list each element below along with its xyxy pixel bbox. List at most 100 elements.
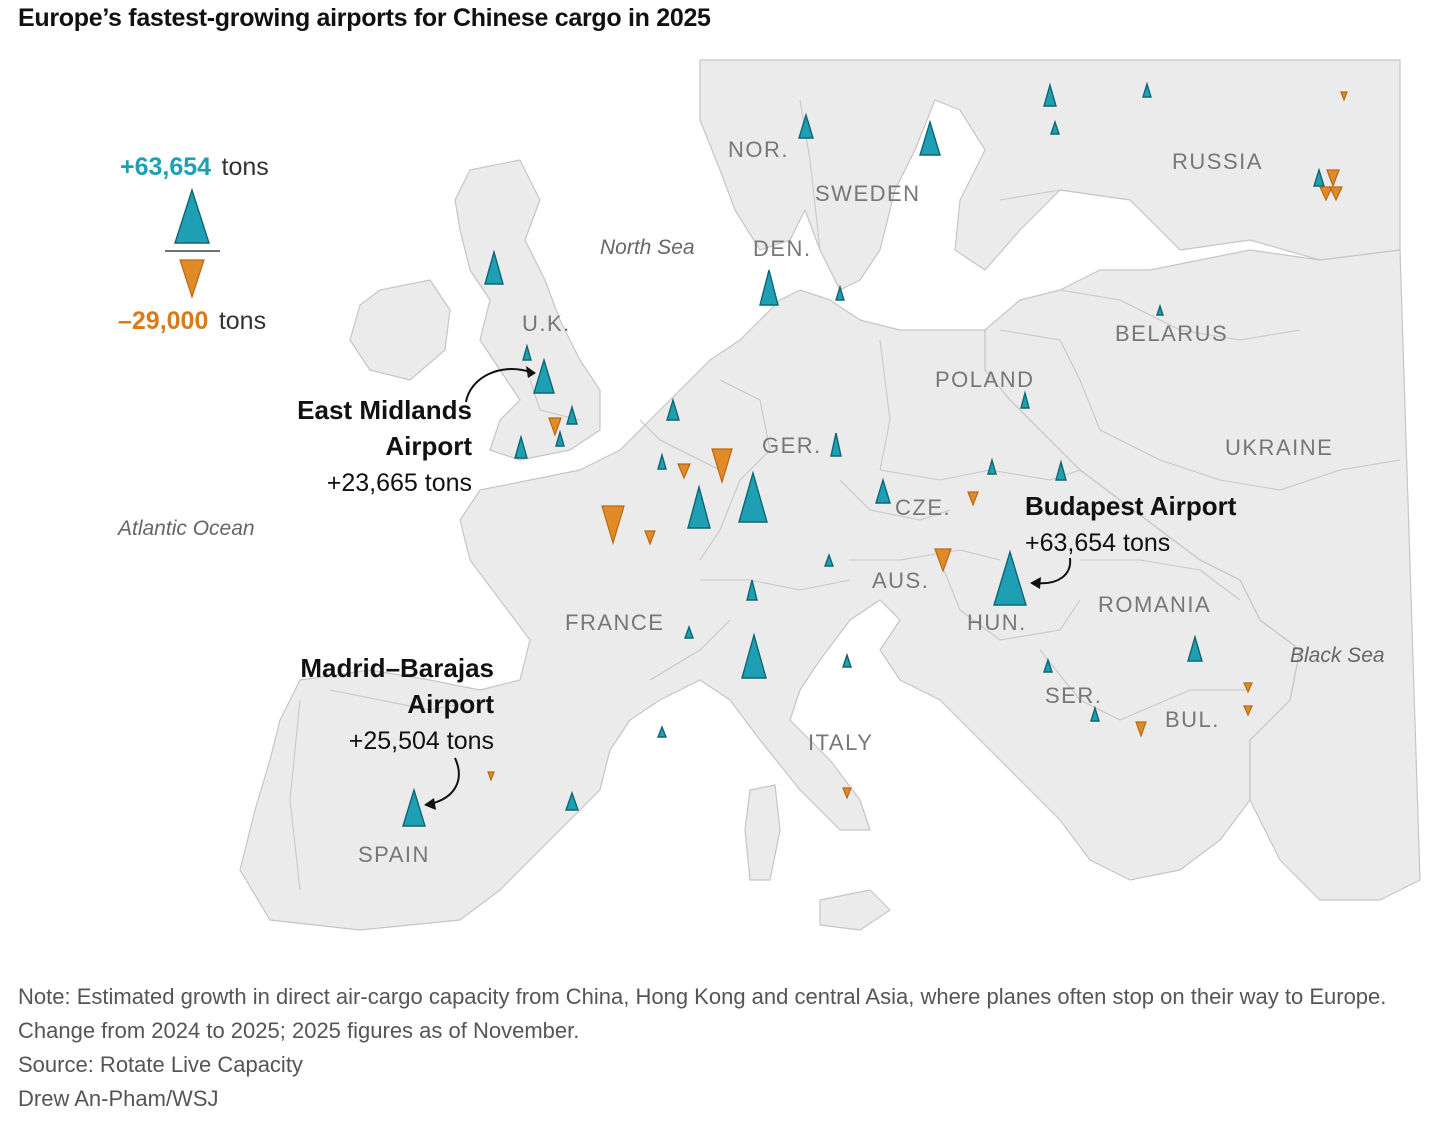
marker-vienna (934, 548, 952, 573)
marker-stockholm (919, 119, 941, 156)
legend-max-value: +63,654 (120, 153, 211, 181)
marker-liege (687, 484, 711, 529)
legend-up-triangle (174, 187, 210, 244)
marker-small-down (548, 417, 562, 437)
callout-madrid: Madrid–Barajas Airport +25,504 tons (300, 653, 494, 810)
marker-small-down (1243, 682, 1253, 694)
marker-small (1313, 167, 1325, 187)
marker-small-down (1340, 91, 1348, 102)
marker-small (830, 432, 842, 457)
sea-labels: North Sea Atlantic Ocean Black Sea (116, 236, 1385, 667)
marker-prague (875, 477, 891, 504)
land-masses (239, 59, 1421, 931)
chart-title: Europe’s fastest-growing airports for Ch… (18, 4, 711, 32)
marker-frankfurt (738, 470, 768, 523)
marker-small-down (644, 530, 656, 546)
callout-madrid-value: +25,504 tons (349, 727, 494, 755)
marker-glasgow (484, 249, 504, 285)
marker-luxembourg (711, 448, 733, 485)
marker-small (666, 397, 680, 421)
label-czechia: CZE. (895, 495, 951, 520)
marker-small-down (967, 491, 979, 507)
legend-min: –29,000 tons (118, 307, 266, 335)
label-black-sea: Black Sea (1290, 644, 1385, 667)
land-central-europe (239, 289, 1301, 931)
label-poland: POLAND (935, 367, 1034, 392)
marker-small-down (1243, 705, 1253, 717)
footer-source: Source: Rotate Live Capacity (18, 1052, 303, 1077)
label-belarus: BELARUS (1115, 321, 1228, 346)
callout-east-midlands-name1: East Midlands (297, 395, 472, 425)
label-serbia: SER. (1045, 683, 1102, 708)
marker-madrid (402, 787, 426, 827)
callout-madrid-arrow (429, 757, 460, 805)
marker-bucharest (1187, 634, 1203, 662)
marker-small (835, 284, 845, 301)
europe-map: NOR. SWEDEN RUSSIA DEN. U.K. BELARUS POL… (116, 59, 1421, 931)
marker-helsinki (1043, 82, 1057, 107)
label-sweden: SWEDEN (815, 181, 921, 206)
marker-small (1090, 705, 1100, 722)
marker-oslo (798, 112, 814, 139)
callout-east-midlands-value: +23,665 tons (327, 469, 472, 497)
legend: +63,654 tons –29,000 tons (118, 153, 269, 335)
label-denmark: DEN. (753, 236, 812, 261)
callout-east-midlands-arrow (465, 367, 531, 403)
label-russia: RUSSIA (1172, 149, 1263, 174)
marker-small (1050, 119, 1060, 135)
label-france: FRANCE (565, 610, 664, 635)
label-hungary: HUN. (967, 610, 1027, 635)
marker-small (514, 434, 528, 459)
marker-small (522, 343, 532, 361)
marker-east-midlands (533, 357, 555, 394)
legend-down-triangle (179, 259, 205, 299)
marker-small (824, 552, 834, 567)
marker-small-down (487, 771, 495, 782)
marker-small-down (677, 463, 691, 480)
marker-small-down (842, 787, 852, 800)
label-ukraine: UKRAINE (1225, 435, 1333, 460)
marker-small (987, 457, 997, 475)
footer-credit: Drew An-Pham/WSJ (18, 1086, 219, 1111)
label-atlantic-ocean: Atlantic Ocean (116, 517, 255, 540)
footer-note: Note: Estimated growth in direct air-car… (18, 984, 1387, 1043)
callout-madrid-name1: Madrid–Barajas (300, 653, 494, 683)
marker-small (842, 652, 852, 668)
callout-budapest-value: +63,654 tons (1025, 529, 1170, 557)
land-scandinavia (699, 59, 1401, 291)
marker-small-down (1329, 186, 1343, 202)
callout-east-midlands-name2: Airport (385, 431, 472, 461)
marker-moscow (1326, 169, 1340, 188)
land-sardinia (744, 784, 781, 881)
callout-madrid-name2: Airport (407, 689, 494, 719)
marker-small (746, 579, 758, 601)
airport-markers (402, 81, 1348, 827)
callout-budapest: Budapest Airport +63,654 tons (1025, 491, 1237, 589)
label-bulgaria: BUL. (1165, 707, 1220, 732)
label-austria: AUS. (872, 568, 929, 593)
marker-small (565, 790, 579, 811)
marker-milan (741, 632, 767, 679)
marker-paris-cdg (601, 505, 625, 546)
marker-small (656, 725, 668, 738)
legend-min-value: –29,000 (118, 307, 208, 335)
marker-small (1142, 81, 1152, 98)
country-labels: NOR. SWEDEN RUSSIA DEN. U.K. BELARUS POL… (358, 137, 1333, 867)
marker-small-down (1135, 721, 1147, 738)
land-sicily (819, 889, 891, 931)
label-germany: GER. (762, 433, 822, 458)
marker-small (1156, 303, 1164, 316)
land-ireland (349, 279, 451, 381)
callout-east-midlands-arrowhead (526, 366, 536, 378)
label-spain: SPAIN (358, 842, 430, 867)
marker-small-down (1319, 186, 1333, 202)
label-italy: ITALY (808, 730, 873, 755)
marker-budapest (993, 549, 1027, 606)
marker-small (657, 452, 667, 470)
marker-small (555, 429, 565, 447)
callout-east-midlands: East Midlands Airport +23,665 tons (297, 366, 536, 497)
callout-budapest-arrowhead (1030, 577, 1041, 589)
legend-min-unit: tons (219, 307, 266, 335)
marker-small (684, 624, 694, 639)
marker-small (1043, 657, 1053, 673)
